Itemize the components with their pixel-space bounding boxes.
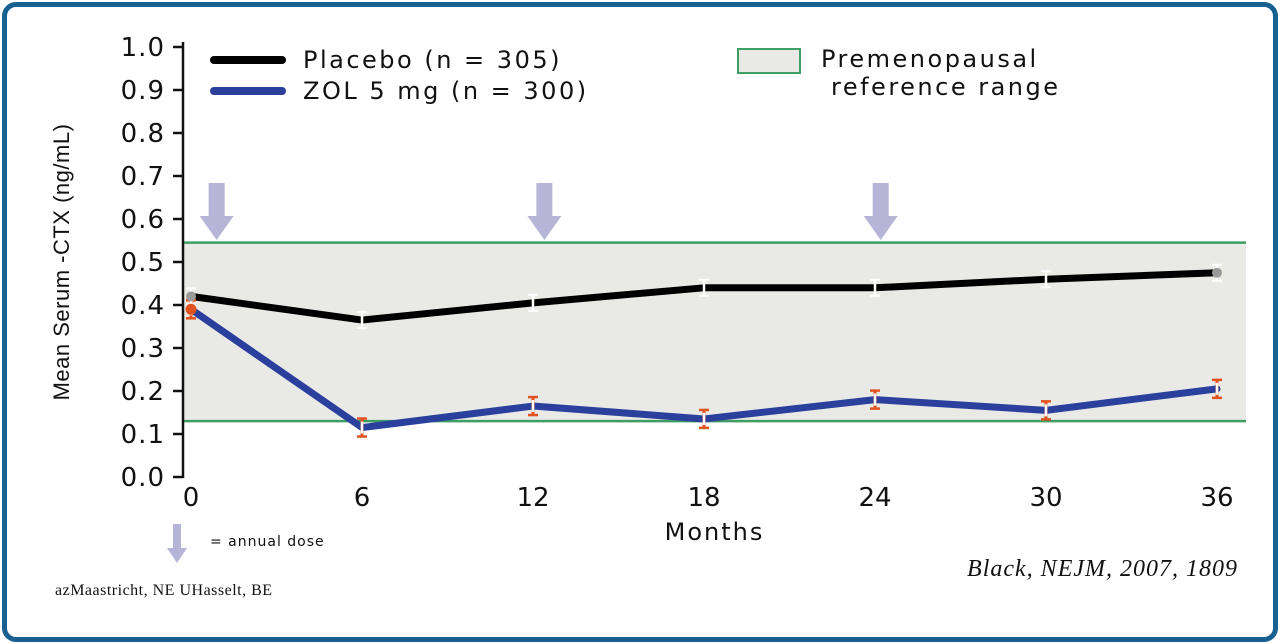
x-tick-label: 36: [1200, 483, 1233, 513]
reference-band: [183, 242, 1246, 422]
y-tick-label: 0.8: [121, 119, 165, 149]
band-label-line1: Premenopausal: [821, 45, 1039, 73]
citation: Black, NEJM, 2007, 1809: [967, 556, 1238, 582]
y-tick-label: 0.2: [121, 377, 165, 407]
x-tick-label: 30: [1029, 483, 1062, 513]
y-tick-label: 0.9: [121, 76, 165, 106]
legend-row-zol: ZOL 5 mg (n = 300): [210, 75, 589, 106]
placebo-line-swatch: [210, 55, 286, 64]
y-tick-label: 0.5: [121, 248, 165, 278]
reference-band-swatch: [737, 48, 801, 74]
x-axis-title: Months: [664, 518, 765, 546]
zol-start-dot: [185, 303, 197, 315]
band-label-line2: reference range: [831, 73, 1061, 101]
y-tick-label: 0.4: [121, 291, 165, 321]
x-tick-label: 24: [858, 483, 891, 513]
annual-dose-label: = annual dose: [210, 534, 325, 550]
placebo-start-dot: [186, 291, 196, 302]
x-tick-label: 12: [516, 483, 549, 513]
y-tick-label: 0.7: [121, 162, 165, 192]
x-tick-label: 0: [183, 483, 200, 513]
x-tick-label: 18: [687, 483, 720, 513]
legend-label-zol: ZOL 5 mg (n = 300): [303, 76, 589, 105]
chart-legend: Placebo (n = 305) ZOL 5 mg (n = 300): [210, 44, 589, 106]
dose-arrow: [527, 183, 562, 240]
zol-line-swatch: [210, 86, 286, 95]
x-tick-label: 6: [354, 483, 371, 513]
reference-band-legend: Premenopausal reference range: [737, 45, 1061, 101]
affiliation: azMaastricht, NE UHasselt, BE: [55, 582, 273, 599]
y-tick-label: 0.3: [121, 334, 165, 364]
y-tick-label: 0.6: [121, 205, 165, 235]
dose-arrow: [863, 183, 898, 240]
placebo-end-dot: [1212, 267, 1222, 278]
y-tick-label: 0.0: [121, 463, 165, 493]
annual-dose-note: = annual dose: [166, 524, 325, 564]
y-axis-title: Mean Serum -CTX (ng/mL): [49, 123, 74, 401]
y-tick-label: 1.0: [121, 33, 165, 63]
reference-band-label: Premenopausal reference range: [821, 45, 1061, 101]
y-tick-label: 0.1: [121, 420, 165, 450]
annual-dose-arrow-icon: [167, 524, 187, 563]
legend-label-placebo: Placebo (n = 305): [303, 45, 562, 74]
legend-row-placebo: Placebo (n = 305): [210, 44, 589, 75]
dose-arrow: [199, 183, 234, 240]
